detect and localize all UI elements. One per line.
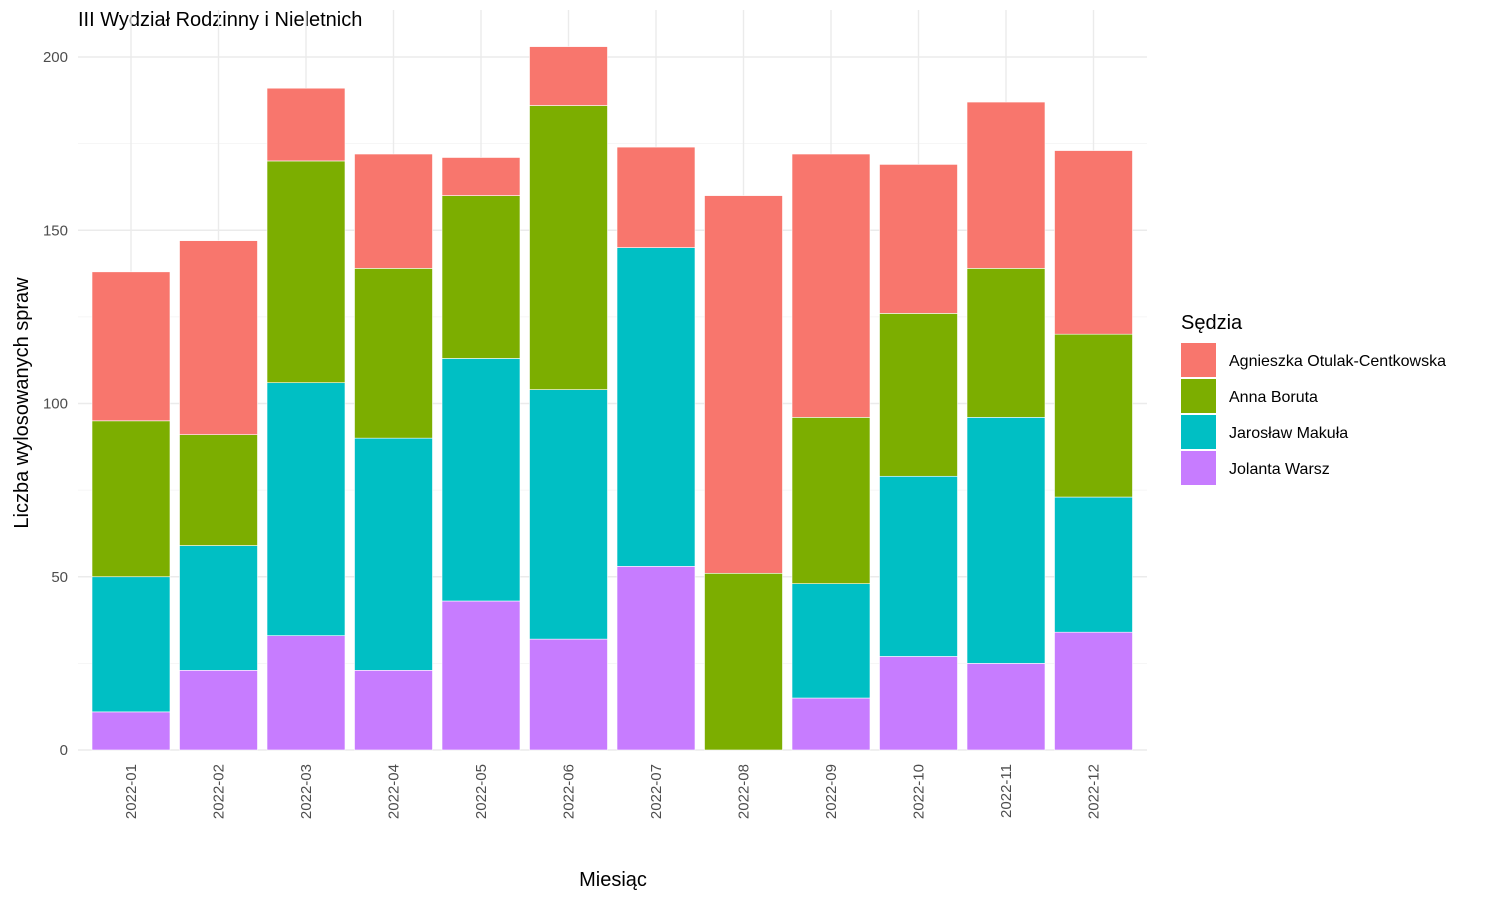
- bar-segment: [441, 358, 521, 602]
- legend-title: Sędzia: [1181, 312, 1243, 334]
- bar-segment: [266, 635, 346, 751]
- x-tick-label: 2022-04: [386, 764, 403, 819]
- bar-segment: [704, 572, 783, 751]
- y-axis-ticks: 0 50 100 150 200: [43, 49, 68, 759]
- bar-segment: [879, 656, 958, 751]
- bar-segment: [91, 576, 171, 713]
- bar-segment: [91, 711, 171, 751]
- bar-segment: [266, 382, 346, 636]
- bar-segment: [966, 268, 1046, 418]
- bar-segment: [879, 164, 958, 314]
- x-tick-label: 2022-06: [561, 764, 578, 819]
- bar-segment: [966, 101, 1046, 269]
- legend: Sędzia Agnieszka Otulak-Centkowska Anna B…: [1181, 312, 1446, 485]
- bar-segment: [266, 160, 346, 384]
- bar-segment: [791, 697, 871, 751]
- bar-segment: [179, 670, 258, 751]
- bar-segment: [441, 157, 521, 196]
- bar-segment: [1054, 631, 1133, 751]
- x-tick-label: 2022-08: [736, 764, 753, 819]
- legend-swatch: [1181, 451, 1216, 485]
- y-tick-label: 0: [60, 742, 68, 759]
- bar-segment: [879, 475, 958, 657]
- x-axis-title: Miesiąc: [579, 869, 647, 891]
- legend-items: Agnieszka Otulak-Centkowska Anna Boruta Ja…: [1181, 343, 1446, 485]
- x-tick-label: 2022-05: [473, 764, 490, 819]
- legend-swatch: [1181, 343, 1216, 377]
- y-tick-label: 150: [43, 222, 68, 239]
- legend-label: Agnieszka Otulak-Centkowska: [1229, 353, 1446, 370]
- bar-segment: [704, 195, 783, 574]
- bar-segment: [354, 153, 433, 269]
- bar-segment: [529, 46, 608, 106]
- x-axis-ticks: 2022-01 2022-02 2022-03 2022-04 2022-05 2022-…: [123, 764, 1103, 819]
- x-tick-label: 2022-07: [648, 764, 665, 819]
- bar-segment: [91, 420, 171, 578]
- bar-segment: [529, 638, 608, 751]
- bar-segment: [616, 146, 696, 248]
- legend-label: Jarosław Makuła: [1229, 425, 1348, 442]
- bar-segment: [179, 545, 258, 671]
- bar-segment: [529, 389, 608, 640]
- bars: [91, 46, 1133, 751]
- bar-segment: [1054, 496, 1133, 633]
- chart-title: III Wydział Rodzinny i Nieletnich: [78, 9, 362, 31]
- bar-segment: [791, 417, 871, 584]
- y-axis-title: Liczba wylosowanych spraw: [11, 277, 33, 529]
- x-tick-label: 2022-09: [823, 764, 840, 819]
- x-tick-label: 2022-10: [911, 764, 928, 819]
- bar-segment: [179, 240, 258, 435]
- bar-segment: [354, 268, 433, 439]
- legend-swatch: [1181, 379, 1216, 413]
- bar-segment: [179, 434, 258, 546]
- bar-segment: [441, 195, 521, 359]
- bar-segment: [91, 271, 171, 422]
- bar-segment: [616, 247, 696, 567]
- x-tick-label: 2022-01: [123, 764, 140, 819]
- bar-segment: [791, 153, 871, 418]
- bar-segment: [441, 600, 521, 751]
- legend-swatch: [1181, 415, 1216, 449]
- bar-segment: [966, 417, 1046, 664]
- x-tick-label: 2022-12: [1086, 764, 1103, 819]
- bar-segment: [966, 663, 1046, 751]
- bar-segment: [1054, 150, 1133, 335]
- legend-label: Jolanta Warsz: [1229, 461, 1330, 478]
- x-tick-label: 2022-03: [298, 764, 315, 819]
- bar-segment: [791, 583, 871, 699]
- y-tick-label: 200: [43, 49, 68, 66]
- bar-segment: [354, 437, 433, 671]
- bar-segment: [879, 313, 958, 477]
- bar-segment: [354, 670, 433, 751]
- bar-segment: [529, 105, 608, 390]
- x-tick-label: 2022-11: [998, 764, 1015, 818]
- bar-segment: [1054, 333, 1133, 498]
- y-tick-label: 50: [51, 569, 68, 586]
- y-tick-label: 100: [43, 396, 68, 413]
- bar-segment: [266, 87, 346, 162]
- bar-segment: [616, 566, 696, 751]
- legend-label: Anna Boruta: [1229, 389, 1318, 406]
- x-tick-label: 2022-02: [211, 764, 228, 819]
